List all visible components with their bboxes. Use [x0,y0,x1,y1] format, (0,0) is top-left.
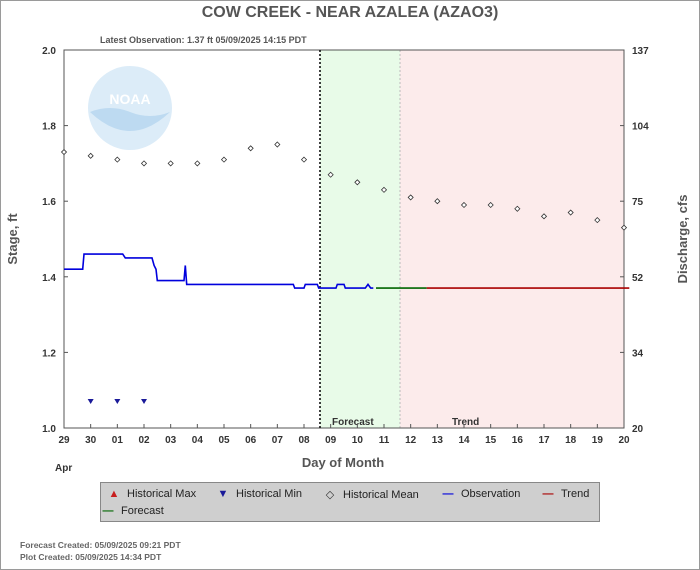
plot-created: Plot Created: 05/09/2025 14:34 PDT [20,552,162,562]
x-tick-label: 06 [245,435,257,446]
historical-mean-point [407,194,414,201]
historical-mean-point [327,171,334,178]
line-icon: — [542,488,554,500]
right-tick-label: 20 [632,424,644,435]
right-tick-label: 34 [632,348,644,359]
x-tick-label: 15 [485,435,497,446]
historical-mean-point [300,156,308,163]
x-tick-label: 09 [325,435,337,446]
x-axis-title: Day of Month [302,455,384,470]
x-tick-label: 11 [379,435,390,446]
historical-mean-point [60,148,68,156]
latest-observation: Latest Observation: 1.37 ft 05/09/2025 1… [100,35,307,45]
right-tick-label: 137 [632,46,649,57]
historical-mean-point [620,224,628,231]
y-tick-label: 1.2 [42,348,56,359]
historical-mean-point [274,141,281,148]
historical-mean-point [354,179,361,186]
legend-item-historical-max: ▲ Historical Max [108,488,197,500]
x-tick-label: 08 [298,435,310,446]
legend-item-historical-mean: ◇ Historical Mean [323,488,419,501]
x-tick-label: 02 [138,435,150,446]
historical-mean-point [434,198,441,205]
x-tick-label: 30 [85,435,97,446]
y-tick-label: 1.4 [42,273,56,284]
historical-mean-point [540,213,548,220]
line-icon: — [102,505,114,517]
noaa-logo-text: NOAA [109,91,150,107]
historical-min-point [114,399,121,405]
historical-mean-point [87,152,94,159]
legend-item-trend: — Trend [542,488,590,500]
month-label: Apr [55,463,72,474]
x-tick-label: 03 [165,435,177,446]
y-axis-title-left: Stage, ft [5,213,20,265]
x-tick-label: 01 [112,435,124,446]
diamond-icon: ◇ [325,489,335,501]
x-tick-label: 10 [352,435,364,446]
x-tick-label: 07 [272,435,284,446]
trend-region-label: Trend [452,417,479,428]
observation-line [64,253,374,289]
line-icon: — [442,488,454,500]
historical-mean-point [380,186,388,193]
legend: ▲ Historical Max ▼ Historical Min ◇ Histori… [100,482,600,522]
x-tick-label: 29 [58,435,70,446]
x-tick-label: 14 [458,435,470,446]
historical-mean-point [514,205,521,212]
right-tick-label: 75 [632,197,644,208]
y-axis-title-right: Discharge, cfs [675,195,690,284]
x-tick-label: 12 [405,435,417,446]
y-tick-label: 1.8 [42,122,56,133]
trend-region [400,50,624,428]
x-tick-label: 20 [618,435,630,446]
historical-min-point [87,399,94,405]
historical-min-point [141,399,147,405]
right-tick-label: 52 [632,273,644,284]
historical-mean-point [140,160,148,167]
y-tick-label: 1.6 [42,197,56,208]
forecast-region [320,50,400,428]
forecast-created: Forecast Created: 05/09/2025 09:21 PDT [20,540,181,550]
x-tick-label: 17 [538,435,550,446]
historical-mean-point [220,156,228,163]
forecast-region-label: Forecast [332,417,374,428]
x-tick-label: 18 [565,435,577,446]
historical-mean-point [460,201,468,209]
triangle-down-icon: ▼ [217,488,229,500]
historical-mean-point [594,217,601,224]
plot-area-border [63,49,625,429]
x-tick-label: 19 [592,435,604,446]
historical-mean-point [567,209,574,216]
legend-item-observation: — Observation [442,488,521,500]
right-tick-label: 104 [632,122,649,133]
chart-title: COW CREEK - NEAR AZALEA (AZAO3) [201,4,499,21]
historical-mean-point [114,156,121,163]
x-tick-label: 16 [512,435,524,446]
legend-item-historical-min: ▼ Historical Min [217,488,303,500]
historical-mean-point [167,160,174,167]
historical-mean-point [247,145,254,152]
historical-mean-point [487,201,494,209]
triangle-up-icon: ▲ [108,488,120,500]
x-tick-label: 05 [218,435,230,446]
y-tick-label: 2.0 [42,46,56,57]
y-tick-label: 1.0 [42,424,56,435]
legend-item-forecast: — Forecast [102,505,164,517]
x-tick-label: 04 [192,435,204,446]
noaa-logo: NOAA [88,66,172,150]
historical-mean-point [194,160,201,167]
x-tick-label: 13 [432,435,444,446]
